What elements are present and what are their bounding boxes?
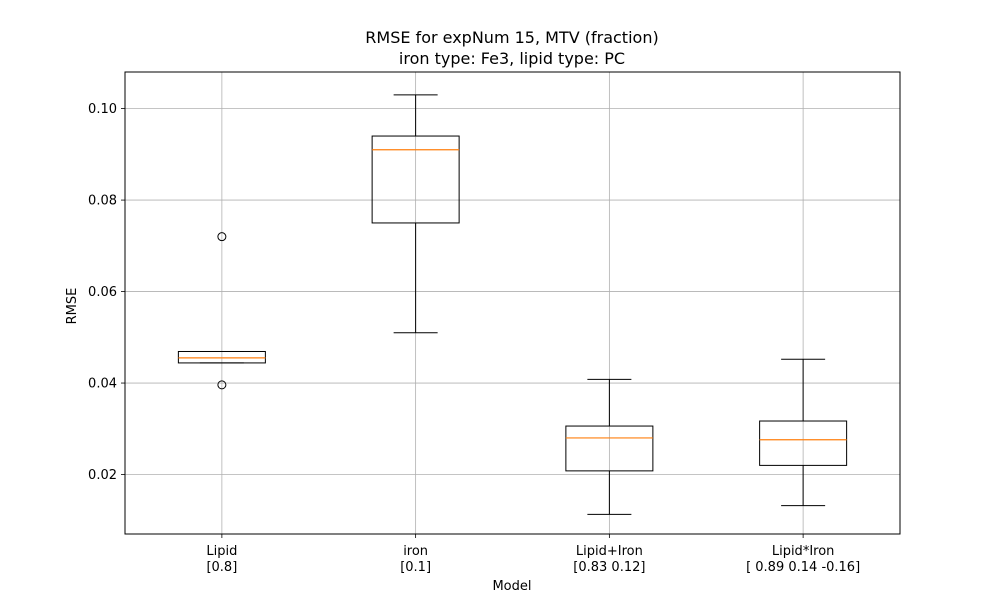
outlier-point — [217, 232, 227, 242]
y-tick-label: 0.04 — [88, 377, 117, 392]
x-ticks: Lipid[0.8] iron[0.1] Lipid+Iron[0.83 0.12]… — [206, 534, 860, 575]
x-tick-sublabel: [0.83 0.12] — [573, 560, 645, 575]
box-iqr — [565, 425, 654, 472]
box-iqr — [177, 350, 266, 364]
box-group — [371, 94, 460, 334]
y-ticks: 0.02 0.04 0.06 0.08 0.10 — [88, 102, 125, 483]
x-tick-sublabel: [0.1] — [400, 560, 431, 575]
y-tick-label: 0.02 — [88, 468, 117, 483]
x-tick-sublabel: [ 0.89 0.14 -0.16] — [746, 560, 860, 575]
chart-title: RMSE for expNum 15, MTV (fraction) — [365, 28, 658, 47]
chart-subtitle: iron type: Fe3, lipid type: PC — [399, 49, 625, 68]
x-tick-label: Lipid — [206, 544, 237, 559]
y-axis-label: RMSE — [65, 288, 80, 325]
x-tick-sublabel: [0.8] — [206, 560, 237, 575]
x-tick-label: Lipid+Iron — [576, 544, 643, 559]
boxes — [177, 94, 848, 515]
x-tick-label: iron — [403, 544, 428, 559]
outlier-point — [217, 380, 227, 390]
box-iqr — [759, 420, 848, 466]
x-tick-label: Lipid*Iron — [772, 544, 835, 559]
y-tick-label: 0.08 — [88, 194, 117, 209]
y-tick-label: 0.10 — [88, 102, 117, 117]
box-group — [177, 232, 266, 390]
x-axis-label: Model — [492, 579, 531, 594]
grid — [125, 72, 900, 534]
y-tick-label: 0.06 — [88, 285, 117, 300]
plot-area-frame — [124, 71, 901, 535]
box-iqr — [371, 135, 460, 224]
box-group — [759, 358, 848, 507]
box-group — [565, 378, 654, 515]
